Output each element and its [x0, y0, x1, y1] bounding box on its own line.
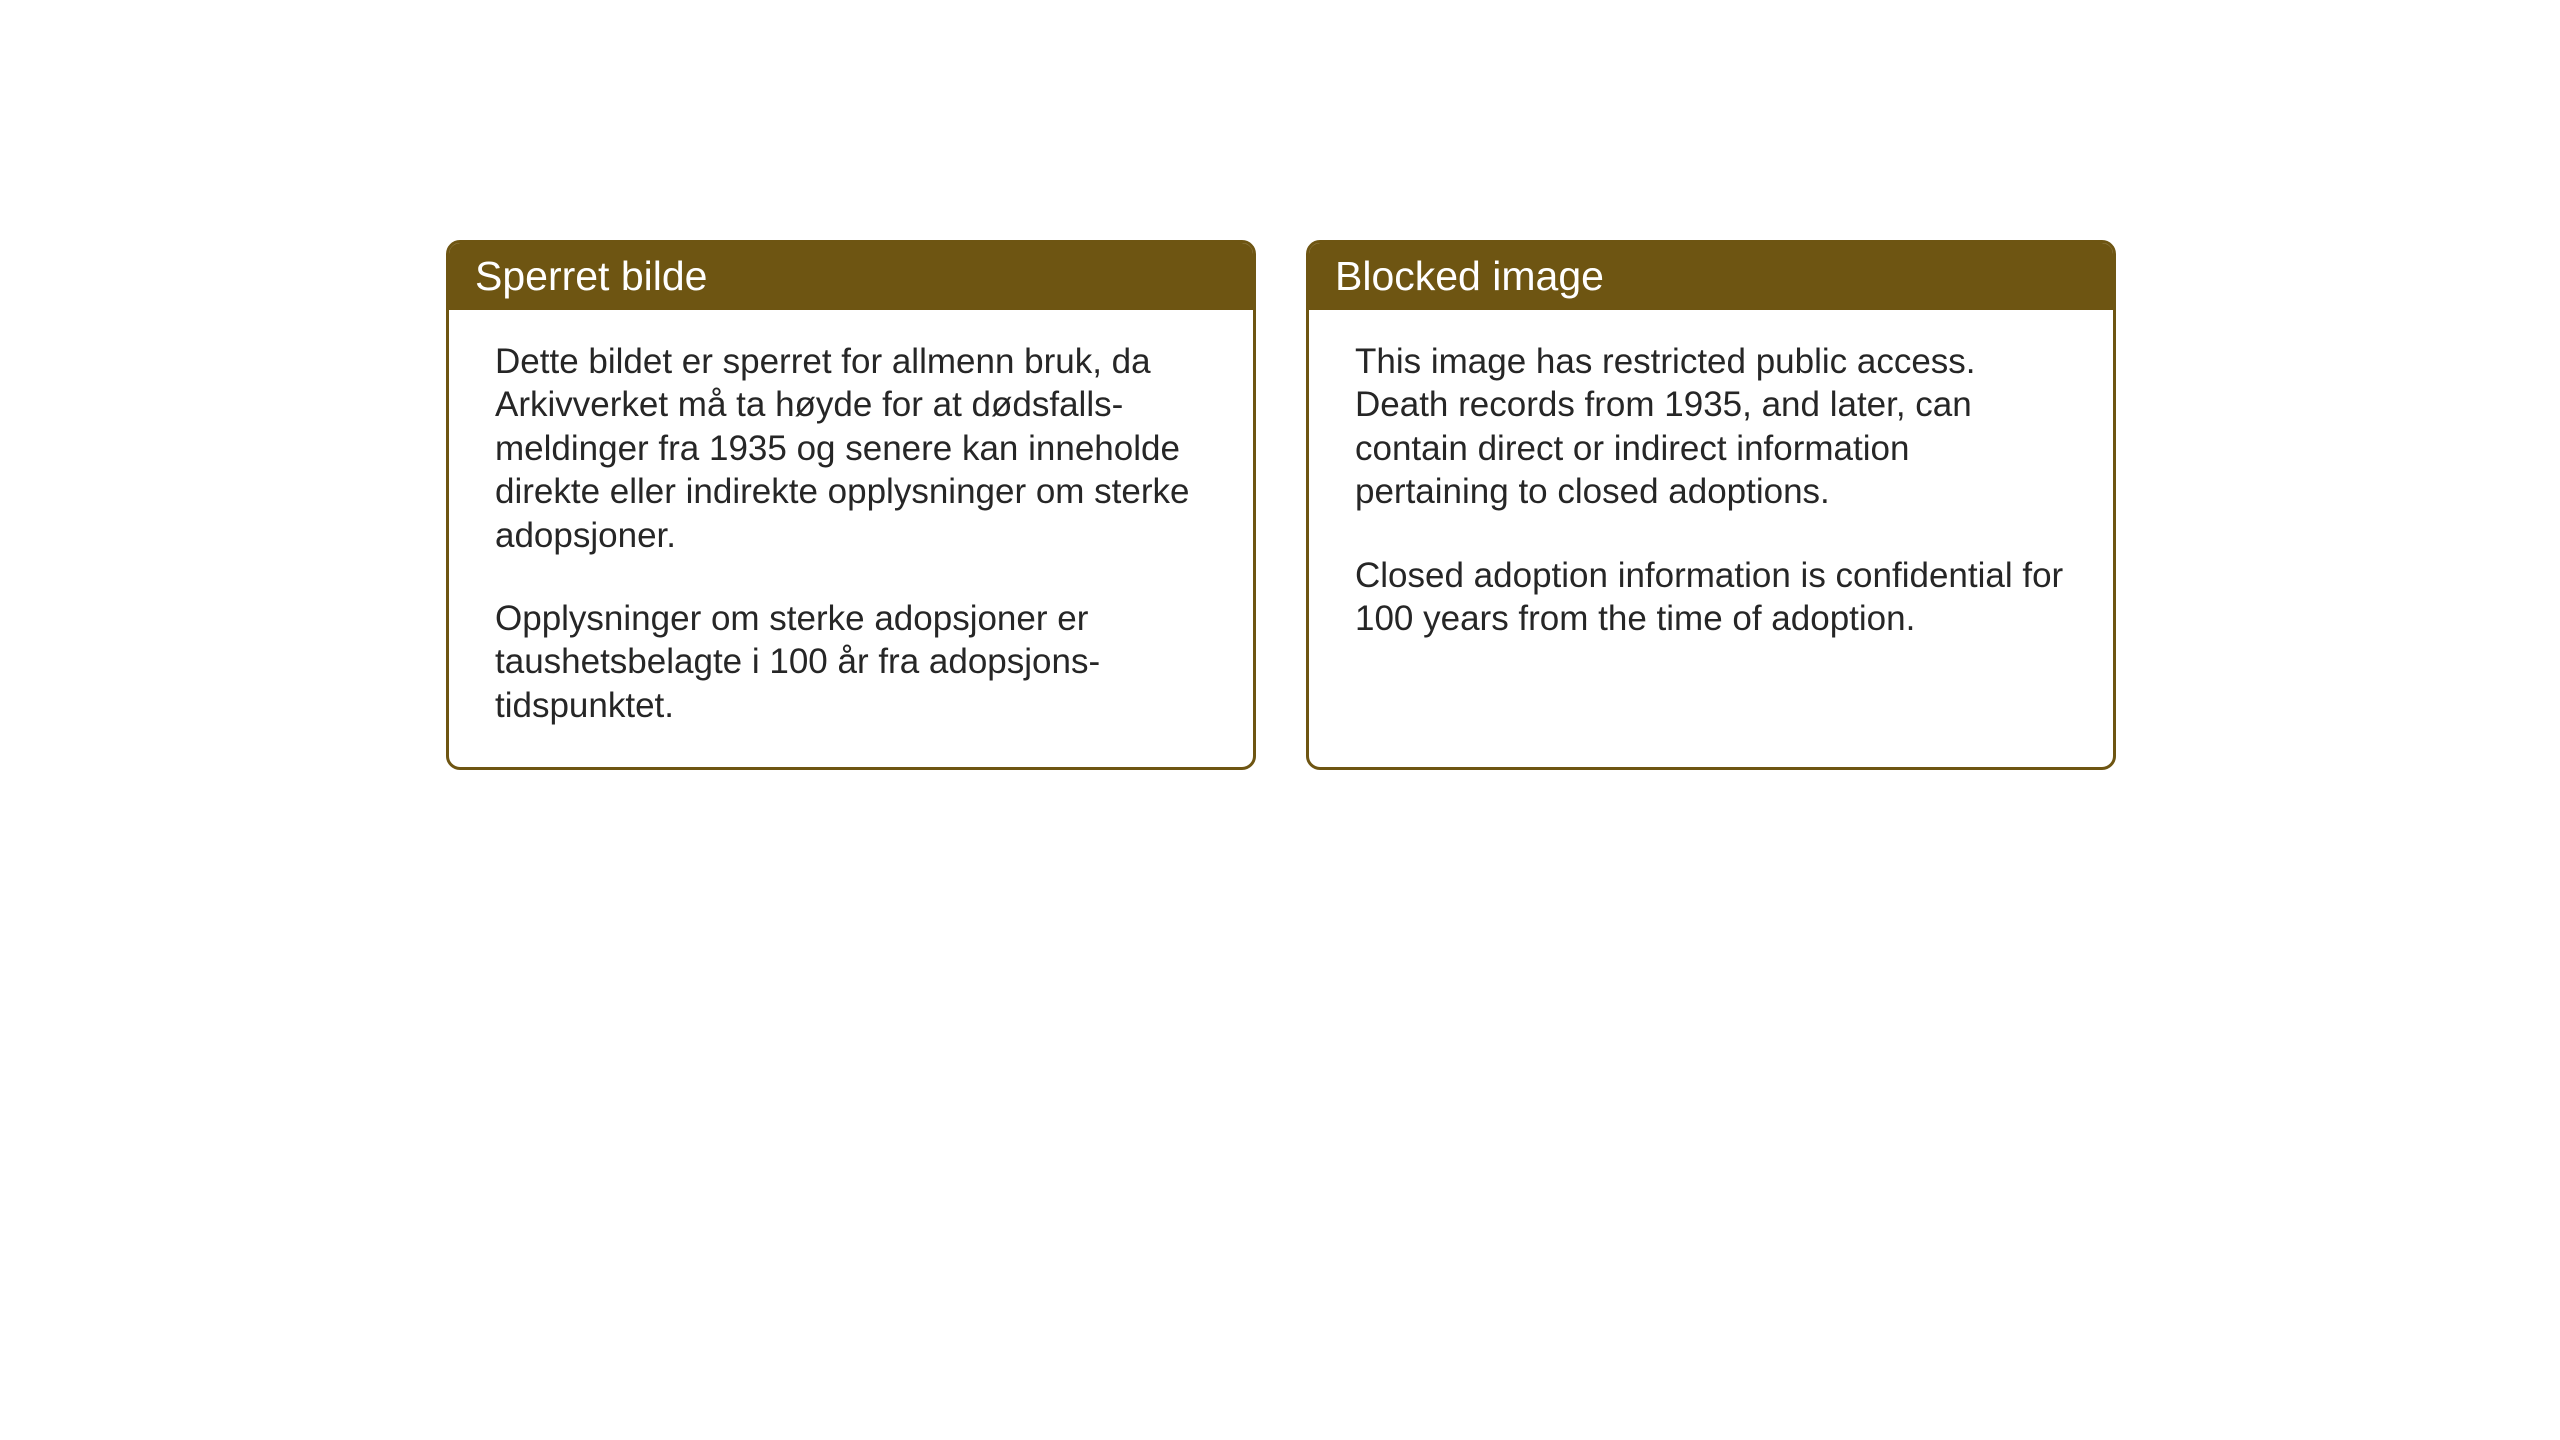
norwegian-paragraph-1: Dette bildet er sperret for allmenn bruk…: [495, 340, 1207, 557]
notice-container: Sperret bilde Dette bildet er sperret fo…: [446, 240, 2116, 770]
norwegian-card-title: Sperret bilde: [449, 243, 1253, 310]
english-card-body: This image has restricted public access.…: [1309, 310, 2113, 750]
norwegian-card-body: Dette bildet er sperret for allmenn bruk…: [449, 310, 1253, 767]
english-paragraph-1: This image has restricted public access.…: [1355, 340, 2067, 514]
english-notice-card: Blocked image This image has restricted …: [1306, 240, 2116, 770]
norwegian-notice-card: Sperret bilde Dette bildet er sperret fo…: [446, 240, 1256, 770]
norwegian-paragraph-2: Opplysninger om sterke adopsjoner er tau…: [495, 597, 1207, 727]
english-card-title: Blocked image: [1309, 243, 2113, 310]
english-paragraph-2: Closed adoption information is confident…: [1355, 554, 2067, 641]
